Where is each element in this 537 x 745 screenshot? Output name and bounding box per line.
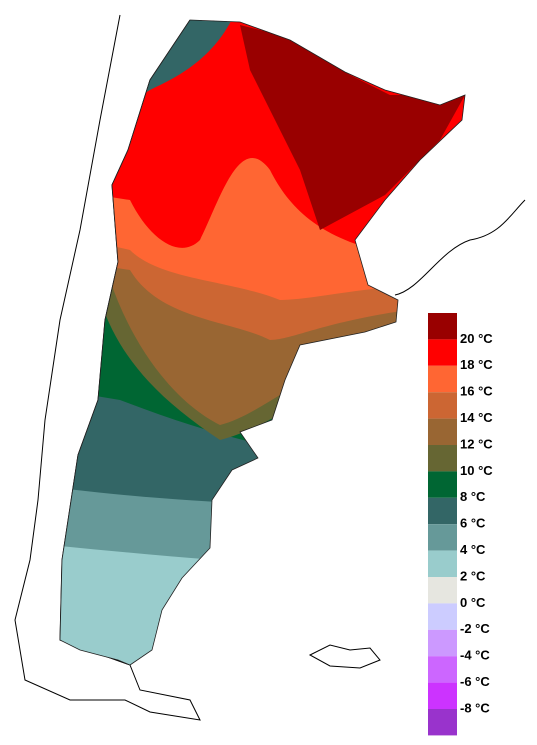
legend-label: 16 °C [460, 384, 493, 399]
legend-swatch [428, 709, 457, 736]
legend-swatch [428, 497, 457, 525]
legend-label: 0 °C [460, 595, 486, 610]
legend-swatch [428, 656, 457, 683]
legend-label: 4 °C [460, 542, 486, 557]
legend-label: 20 °C [460, 331, 493, 346]
legend-label: -8 °C [460, 700, 490, 715]
legend: 20 °C 18 °C 16 °C 14 °C 12 °C 10 °C 8 °C 6 °C 4 … [428, 313, 493, 736]
legend-swatch [428, 550, 457, 577]
legend-label: 2 °C [460, 568, 486, 583]
legend-swatch [428, 682, 457, 709]
legend-label: -4 °C [460, 648, 490, 663]
islands [308, 644, 381, 669]
legend-swatch [428, 392, 457, 419]
legend-swatch [428, 418, 457, 445]
legend-swatch [428, 445, 457, 472]
legend-label: 8 °C [460, 489, 486, 504]
legend-label: 12 °C [460, 436, 493, 451]
legend-label: 10 °C [460, 463, 493, 478]
legend-label: -6 °C [460, 674, 490, 689]
legend-label: 18 °C [460, 357, 493, 372]
legend-swatch [428, 339, 457, 366]
legend-swatch [428, 313, 457, 340]
country-border [59, 19, 466, 666]
legend-swatch [428, 629, 457, 657]
legend-swatch [428, 603, 457, 630]
legend-swatch [428, 365, 457, 393]
legend-label: 14 °C [460, 410, 493, 425]
legend-label: -2 °C [460, 621, 490, 636]
legend-swatch [428, 471, 457, 498]
coast [394, 199, 526, 296]
legend-swatch [428, 577, 457, 604]
legend-swatch [428, 524, 457, 551]
legend-label: 6 °C [460, 516, 486, 531]
